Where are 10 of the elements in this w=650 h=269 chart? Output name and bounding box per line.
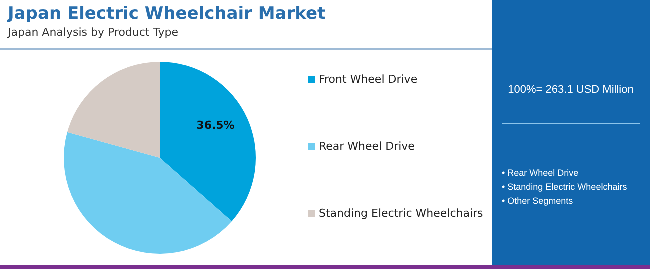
chart-title: Japan Electric Wheelchair Market xyxy=(8,4,326,24)
chart-subtitle: Japan Analysis by Product Type xyxy=(8,26,179,39)
text: • Rear Wheel Drive xyxy=(502,168,579,178)
legend-label: Rear Wheel Drive xyxy=(319,140,415,153)
data-label: 36.5% xyxy=(196,119,235,132)
text: • Other Segments xyxy=(502,196,574,206)
legend-label: Front Wheel Drive xyxy=(319,73,418,86)
legend-label: Standing Electric Wheelchairs xyxy=(319,207,484,220)
text: • Standing Electric Wheelchairs xyxy=(502,182,628,192)
text: 100%= 263.1 USD Million xyxy=(507,84,635,96)
